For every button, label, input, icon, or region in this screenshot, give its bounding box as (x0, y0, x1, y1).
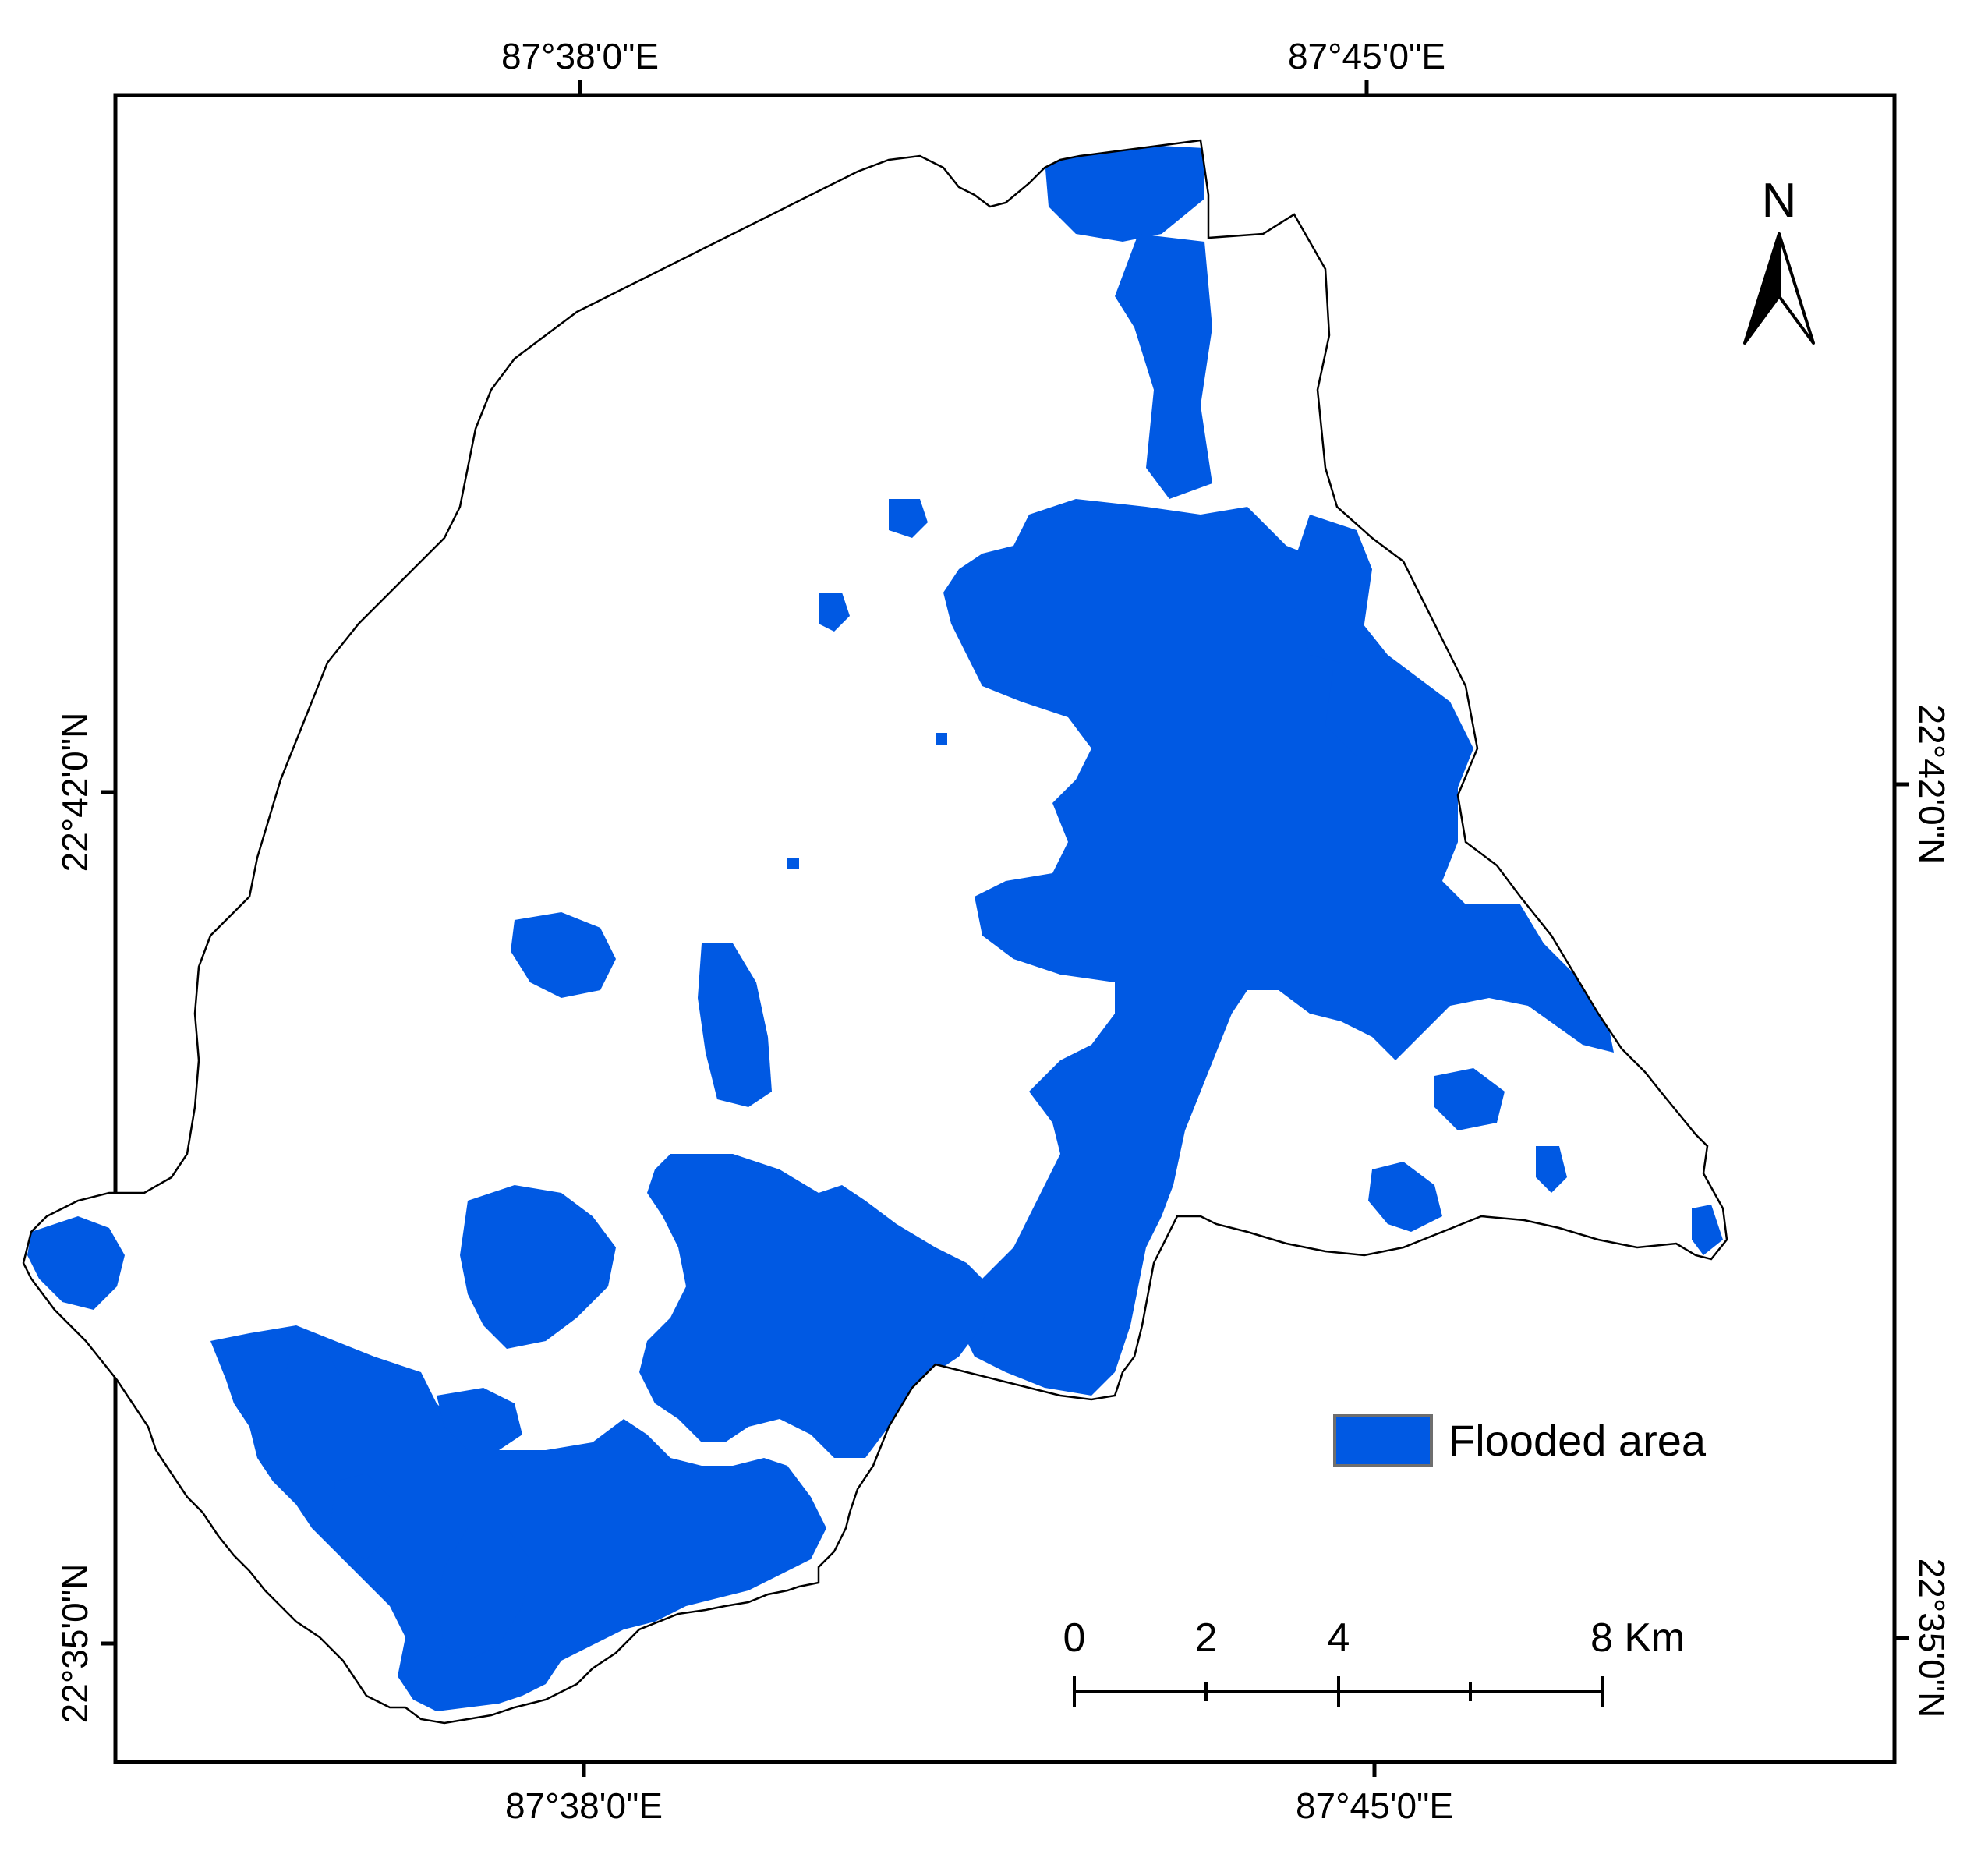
top-tick-label-1: 87°38'0"E (501, 36, 659, 76)
flooded-area-layer (27, 144, 1723, 1711)
flooded-patch (889, 499, 928, 538)
flooded-patch (1692, 1205, 1723, 1255)
north-arrow: N (1743, 174, 1815, 345)
scale-label-4: 4 (1328, 1615, 1350, 1661)
flooded-patch (437, 1388, 522, 1450)
flooded-patch (1368, 1162, 1442, 1232)
legend: Flooded area (1333, 1414, 1707, 1467)
top-tick-label-2: 87°45'0"E (1288, 36, 1445, 76)
flooded-patch (819, 593, 850, 632)
graticule-ticks (101, 80, 1909, 1777)
legend-swatch-flooded (1333, 1414, 1433, 1467)
flooded-patch (639, 1154, 990, 1458)
flooded-patch (437, 1528, 530, 1661)
flooded-patch (460, 1185, 616, 1349)
map-frame (113, 93, 1897, 1764)
left-tick-label-2: 22°35'0"N (55, 1564, 95, 1724)
flooded-patch (787, 858, 799, 869)
bottom-tick-label-1: 87°38'0"E (505, 1785, 663, 1826)
flooded-patch (1294, 515, 1372, 663)
flooded-patch (331, 1474, 390, 1559)
flooded-patch (285, 1353, 343, 1403)
flooded-patch (1536, 1146, 1567, 1193)
north-label: N (1762, 174, 1797, 228)
scale-label-2: 2 (1195, 1615, 1218, 1661)
study-area-outline (22, 139, 1728, 1725)
scale-bar: 0 2 4 8 Km (1063, 1615, 1685, 1707)
flooded-patch (27, 1216, 125, 1310)
flooded-patch (1325, 670, 1442, 764)
left-tick-label-1: 22°42'0"N (55, 713, 95, 872)
scale-label-0: 0 (1063, 1615, 1086, 1661)
flooded-patch (698, 943, 772, 1107)
scale-label-8-km: 8 Km (1590, 1615, 1685, 1661)
flooded-patch (943, 499, 1614, 1396)
bottom-tick-label-2: 87°45'0"E (1296, 1785, 1453, 1826)
flooded-patch (1115, 234, 1212, 499)
legend-label-flooded: Flooded area (1449, 1416, 1707, 1465)
flooded-patch (1045, 144, 1204, 242)
right-tick-label-2: 22°35'0"N (1912, 1559, 1952, 1718)
right-tick-label-1: 22°42'0"N (1912, 705, 1952, 865)
flooded-patch (511, 912, 616, 998)
study-area-boundary (23, 140, 1727, 1723)
flooded-patch (210, 1325, 826, 1711)
north-arrow-icon (1743, 232, 1815, 345)
flooded-patch (936, 733, 947, 745)
flooded-patch (1434, 1068, 1505, 1130)
